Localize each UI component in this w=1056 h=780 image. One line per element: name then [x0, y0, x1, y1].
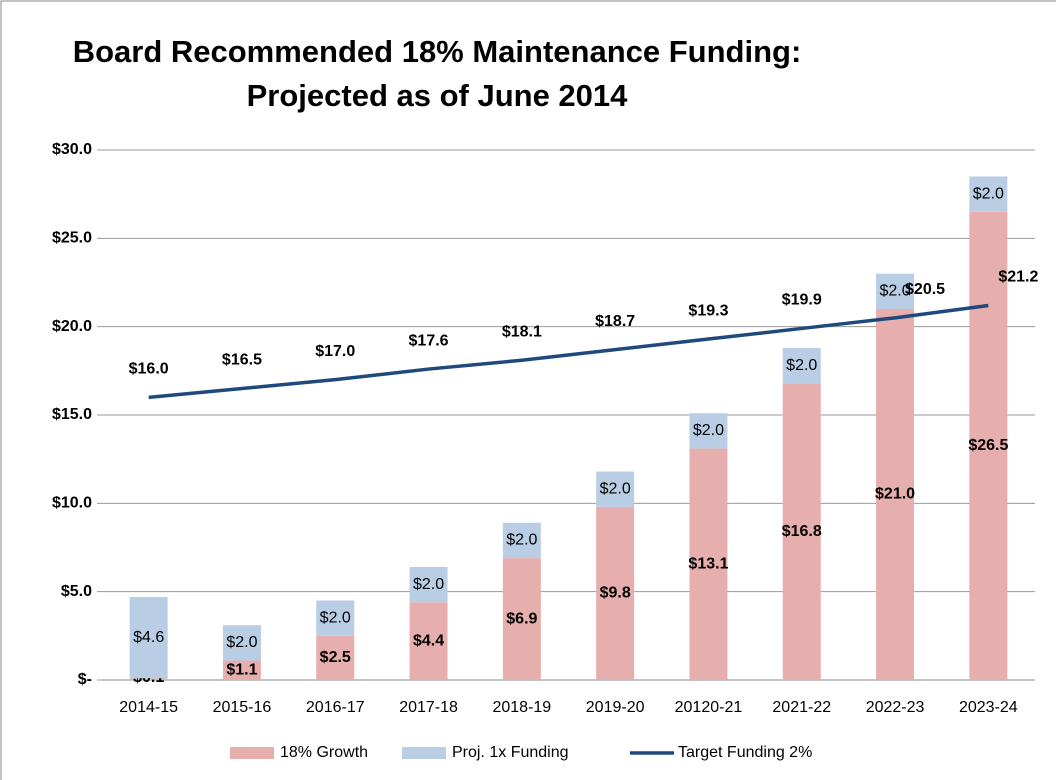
data-label: $18.1: [502, 323, 542, 340]
data-label: $2.5: [320, 649, 351, 666]
bar-segment: [596, 506, 635, 680]
y-tick-label: $20.0: [52, 318, 92, 335]
y-tick-label: $25.0: [52, 230, 92, 247]
bar-segment: [129, 678, 168, 680]
chart-title: Board Recommended 18% Maintenance Fundin…: [72, 34, 802, 113]
line-series: [148, 303, 989, 400]
data-label: $6.9: [506, 610, 537, 627]
legend-swatch: [230, 747, 274, 759]
data-label: $4.4: [413, 632, 444, 649]
data-label: $19.3: [688, 302, 728, 319]
bar-segment: [409, 602, 448, 680]
bar-segment: [876, 273, 915, 309]
x-tick-label: 2016-17: [306, 699, 365, 716]
data-label: $18.7: [595, 313, 635, 330]
y-tick-label: $15.0: [52, 406, 92, 423]
legend-swatch: [402, 747, 446, 759]
bar-segment: [316, 635, 355, 680]
x-tick-label: 2023-24: [959, 699, 1018, 716]
x-tick-label: 2017-18: [399, 699, 458, 716]
bar-segment: [129, 596, 168, 679]
x-tick-label: 2019-20: [586, 699, 645, 716]
data-label: $2.0: [973, 185, 1004, 202]
data-label: $16.5: [222, 352, 262, 369]
data-label: $13.1: [688, 556, 728, 573]
bar-segment: [876, 309, 915, 680]
bar-segment: [222, 625, 261, 661]
data-label: $2.0: [879, 283, 910, 300]
bar-segment: [782, 347, 821, 384]
data-label: $4.6: [133, 629, 164, 646]
data-label: $2.0: [413, 576, 444, 593]
data-label: $2.0: [320, 609, 351, 626]
x-tick-label: 2021-22: [772, 699, 831, 716]
x-tick-label: 2014-15: [119, 699, 178, 716]
data-label: $9.8: [600, 585, 631, 602]
legend-label: 18% Growth: [280, 744, 368, 761]
data-label: $16.0: [129, 361, 169, 378]
bar-segment: [689, 448, 728, 680]
data-label: $21.0: [875, 486, 915, 503]
bar-segment: [316, 600, 355, 636]
x-tick-label: 2015-16: [213, 699, 272, 716]
x-tick-label: 2018-19: [492, 699, 551, 716]
bar-segment: [689, 413, 728, 449]
y-tick-label: $5.0: [61, 583, 92, 600]
bar-segment: [596, 471, 635, 507]
data-label: $17.6: [409, 332, 449, 349]
y-tick-label: $-: [78, 671, 92, 688]
x-tick-label: 20120-21: [675, 699, 743, 716]
data-label: $21.2: [998, 269, 1038, 286]
data-label: $16.8: [782, 523, 822, 540]
bar-segment: [222, 660, 261, 680]
data-label: $1.1: [226, 662, 257, 679]
bar-segment: [969, 176, 1008, 212]
bar-segment: [409, 566, 448, 603]
data-label: $2.0: [693, 422, 724, 439]
legend-label: Proj. 1x Funding: [452, 744, 569, 761]
data-label: $2.0: [600, 480, 631, 497]
x-tick-label: 2022-23: [866, 699, 925, 716]
y-tick-label: $30.0: [52, 141, 92, 158]
y-tick-label: $10.0: [52, 495, 92, 512]
data-label: $20.5: [905, 281, 945, 298]
legend-label: Target Funding 2%: [678, 744, 812, 761]
data-label: $2.0: [226, 634, 257, 651]
data-label: $2.0: [506, 532, 537, 549]
bar-segment: [502, 522, 541, 559]
data-label: $17.0: [315, 343, 355, 360]
bar-segment: [969, 211, 1008, 681]
data-label: $19.9: [782, 292, 822, 309]
bar-segment: [782, 383, 821, 680]
data-label: $26.5: [968, 437, 1008, 454]
data-label: $2.0: [786, 357, 817, 374]
bar-segment: [502, 558, 541, 680]
